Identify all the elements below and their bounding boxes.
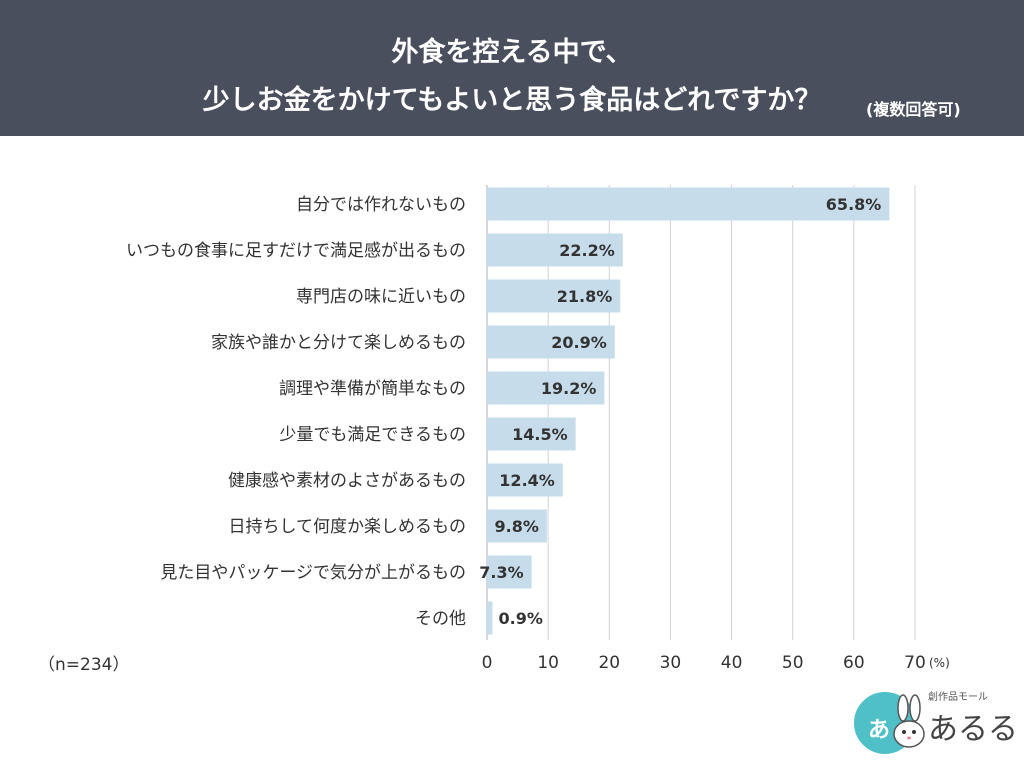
data-label: 0.9% (499, 609, 543, 628)
chart-header: 外食を控える中で、 少しお金をかけてもよいと思う食品はどれですか？ (複数回答可… (0, 0, 1024, 136)
bar (487, 325, 615, 359)
data-label: 21.8% (557, 287, 613, 306)
x-tick-label: 70 (904, 653, 926, 673)
category-label: 見た目やパッケージで気分が上がるもの (160, 563, 466, 583)
x-tick-label: 60 (843, 653, 865, 673)
category-label: その他 (415, 609, 466, 629)
bar (487, 279, 621, 313)
bar (487, 509, 547, 543)
category-label: 調理や準備が簡単なもの (279, 379, 466, 399)
x-axis-unit: (%) (929, 656, 950, 670)
bar (487, 555, 532, 589)
data-label: 9.8% (495, 517, 539, 536)
category-label: 専門店の味に近いもの (296, 287, 466, 307)
category-label: 健康感や素材のよさがあるもの (228, 471, 466, 491)
bar (487, 601, 493, 635)
category-label: 自分では作れないもの (296, 195, 466, 215)
rabbit-icon (893, 694, 925, 748)
bar (487, 233, 623, 267)
bar (487, 187, 890, 221)
data-label: 19.2% (541, 379, 597, 398)
x-tick-label: 30 (660, 653, 682, 673)
x-tick-label: 40 (721, 653, 743, 673)
category-label: 少量でも満足できるもの (279, 425, 466, 445)
chart-title-line2: 少しお金をかけてもよいと思う食品はどれですか？ (202, 85, 822, 116)
x-tick-label: 10 (537, 653, 559, 673)
logo-circle-text: あ (868, 718, 891, 743)
bar (487, 371, 605, 405)
data-label: 65.8% (826, 195, 882, 214)
data-label: 12.4% (499, 471, 555, 490)
logo-subtitle: 創作品モール (928, 692, 988, 703)
data-label: 20.9% (551, 333, 607, 352)
sample-size: （n=234） (38, 655, 130, 675)
bar (487, 463, 563, 497)
data-label: 22.2% (559, 241, 615, 260)
category-label: 日持ちして何度か楽しめるもの (229, 517, 467, 537)
x-tick-label: 0 (482, 653, 493, 673)
data-label: 14.5% (512, 425, 568, 444)
bar (487, 417, 576, 451)
chart-title-line1: 外食を控える中で、 (391, 37, 633, 68)
x-tick-label: 20 (598, 653, 620, 673)
multiple-answer-note: (複数回答可) (866, 100, 961, 119)
category-label: 家族や誰かと分けて楽しめるもの (211, 333, 466, 353)
logo-wordmark: あるる (928, 712, 1018, 747)
brand-logo: あ 創作品モール あるる (848, 686, 1018, 758)
data-label: 7.3% (479, 563, 523, 582)
x-tick-label: 50 (782, 653, 804, 673)
category-label: いつもの食事に足すだけで満足感が出るもの (126, 241, 466, 261)
